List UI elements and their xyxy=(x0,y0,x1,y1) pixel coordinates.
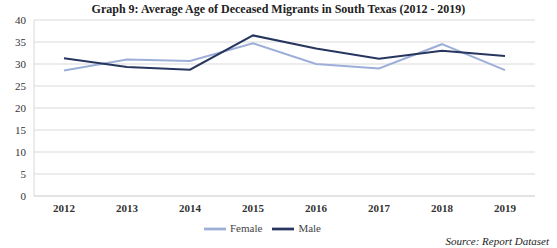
svg-text:2015: 2015 xyxy=(242,202,265,214)
svg-text:15: 15 xyxy=(15,124,27,136)
svg-text:2013: 2013 xyxy=(116,202,139,214)
html-text:Female: Female xyxy=(230,221,263,234)
html-text:Source: Report Dataset: Source: Report Dataset xyxy=(445,235,549,247)
svg-text:2016: 2016 xyxy=(305,202,328,214)
html-text:Male: Male xyxy=(298,221,321,234)
svg-text:0: 0 xyxy=(21,190,27,202)
svg-text:2019: 2019 xyxy=(494,202,517,214)
svg-text:40: 40 xyxy=(15,14,27,26)
svg-text:2017: 2017 xyxy=(368,202,391,214)
svg-text:30: 30 xyxy=(15,58,27,70)
svg-text:2012: 2012 xyxy=(53,202,76,214)
svg-text:2018: 2018 xyxy=(431,202,454,214)
svg-text:20: 20 xyxy=(15,102,27,114)
svg-text:2014: 2014 xyxy=(179,202,202,214)
svg-text:25: 25 xyxy=(15,80,27,92)
svg-text:5: 5 xyxy=(21,168,27,180)
svg-text:10: 10 xyxy=(15,146,27,158)
svg-text:35: 35 xyxy=(15,36,27,48)
html-text:Graph 9: Average Age of Deceas: Graph 9: Average Age of Deceased Migrant… xyxy=(91,2,466,16)
